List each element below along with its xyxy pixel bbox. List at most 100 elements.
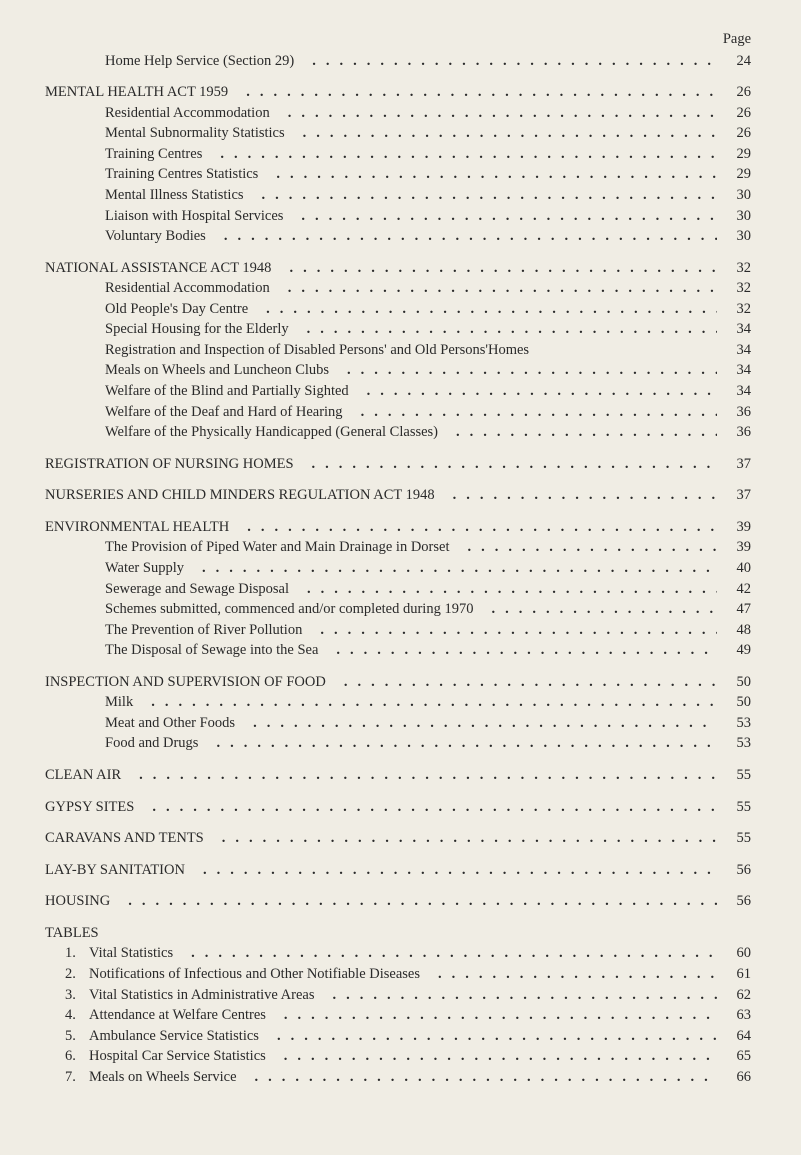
toc-entry-label: The Disposal of Sewage into the Sea: [105, 641, 318, 661]
toc-sub-row: Meals on Wheels and Luncheon Clubs......…: [45, 361, 751, 381]
toc-entry-page: 30: [717, 207, 751, 227]
toc-sub-row: Meat and Other Foods....................…: [45, 714, 751, 734]
page-header: Page: [45, 30, 751, 50]
toc-section-row: GYPSY SITES.............................…: [45, 798, 751, 818]
toc-leader-dots: ........................................…: [349, 382, 717, 402]
toc-entry-label: 7.Meals on Wheels Service: [65, 1068, 237, 1088]
toc-sub-row: Water Supply............................…: [45, 559, 751, 579]
toc-entry-label: CLEAN AIR: [45, 766, 121, 786]
toc-entry-label: Welfare of the Deaf and Hard of Hearing: [105, 403, 343, 423]
toc-sub-row: Home Help Service (Section 29)..........…: [45, 52, 751, 72]
toc-leader-dots: ........................................…: [435, 486, 717, 506]
toc-entry-number: 7.: [65, 1068, 89, 1088]
toc-entry-page: 26: [717, 124, 751, 144]
toc-entry-page: 39: [717, 518, 751, 538]
toc-leader-dots: ........................................…: [202, 145, 717, 165]
toc-leader-dots: ........................................…: [110, 892, 717, 912]
toc-entry-page: 47: [717, 600, 751, 620]
toc-entry-page: 56: [717, 892, 751, 912]
toc-entry-label: Residential Accommodation: [105, 279, 270, 299]
toc-sub-row: Training Centres........................…: [45, 145, 751, 165]
toc-leader-dots: ........................................…: [343, 403, 717, 423]
toc-sub-row: Special Housing for the Elderly.........…: [45, 320, 751, 340]
toc-numbered-row: 2.Notifications of Infectious and Other …: [45, 965, 751, 985]
toc-entry-page: 29: [717, 145, 751, 165]
toc-entry-page: 53: [717, 734, 751, 754]
toc-entry-label: The Prevention of River Pollution: [105, 621, 302, 641]
toc-entry-page: 64: [717, 1027, 751, 1047]
toc-numbered-row: 4.Attendance at Welfare Centres.........…: [45, 1006, 751, 1026]
toc-leader-dots: ........................................…: [206, 227, 717, 247]
toc-sub-row: Voluntary Bodies........................…: [45, 227, 751, 247]
toc-entry-label: Welfare of the Physically Handicapped (G…: [105, 423, 438, 443]
toc-entry-page: 50: [717, 673, 751, 693]
toc-leader-dots: ........................................…: [258, 165, 717, 185]
toc-leader-dots: ........................................…: [173, 944, 717, 964]
toc-leader-dots: ........................................…: [270, 104, 717, 124]
toc-entry-page: 34: [717, 341, 751, 361]
toc-leader-dots: ........................................…: [314, 986, 717, 1006]
toc-entry-page: 36: [717, 423, 751, 443]
toc-entry-page: 55: [717, 798, 751, 818]
toc-entry-label: NURSERIES AND CHILD MINDERS REGULATION A…: [45, 486, 435, 506]
toc-sub-row: Mental Subnormality Statistics..........…: [45, 124, 751, 144]
toc-entry-label: Meals on Wheels and Luncheon Clubs: [105, 361, 329, 381]
toc-leader-dots: ........................................…: [318, 641, 717, 661]
toc-entry-label: Sewerage and Sewage Disposal: [105, 580, 289, 600]
toc-entry-page: 61: [717, 965, 751, 985]
toc-section-row: CARAVANS AND TENTS......................…: [45, 829, 751, 849]
toc-sub-row: Liaison with Hospital Services..........…: [45, 207, 751, 227]
toc-section-row: NATIONAL ASSISTANCE ACT 1948............…: [45, 259, 751, 279]
toc-leader-dots: ........................................…: [259, 1027, 717, 1047]
toc-sub-row: The Provision of Piped Water and Main Dr…: [45, 538, 751, 558]
toc-entry-label: Old People's Day Centre: [105, 300, 248, 320]
toc-section-row: REGISTRATION OF NURSING HOMES...........…: [45, 455, 751, 475]
toc-entry-number: 5.: [65, 1027, 89, 1047]
toc-sub-row: Mental Illness Statistics...............…: [45, 186, 751, 206]
toc-entry-page: 53: [717, 714, 751, 734]
toc-leader-dots: ........................................…: [289, 320, 717, 340]
toc-leader-dots: ........................................…: [185, 861, 717, 881]
toc-numbered-row: 1.Vital Statistics......................…: [45, 944, 751, 964]
toc-sub-row: Old People's Day Centre.................…: [45, 300, 751, 320]
toc-section-row: HOUSING.................................…: [45, 892, 751, 912]
toc-entry-label: 1.Vital Statistics: [65, 944, 173, 964]
toc-leader-dots: ........................................…: [133, 693, 717, 713]
toc-leader-dots: ........................................…: [326, 673, 717, 693]
toc-entry-page: 34: [717, 382, 751, 402]
toc-entry-page: 48: [717, 621, 751, 641]
toc-leader-dots: ........................................…: [228, 83, 717, 103]
toc-entry-label: INSPECTION AND SUPERVISION OF FOOD: [45, 673, 326, 693]
toc-leader-dots: ........................................…: [134, 798, 717, 818]
toc-sub-row: The Prevention of River Pollution.......…: [45, 621, 751, 641]
toc-entry-page: 34: [717, 361, 751, 381]
toc-entry-number: 3.: [65, 986, 89, 1006]
toc-entry-label: Food and Drugs: [105, 734, 198, 754]
toc-entry-page: 24: [717, 52, 751, 72]
toc-entry-label: 4.Attendance at Welfare Centres: [65, 1006, 266, 1026]
toc-entry-label: 3.Vital Statistics in Administrative Are…: [65, 986, 314, 1006]
toc-sub-row: Milk....................................…: [45, 693, 751, 713]
toc-entry-page: 63: [717, 1006, 751, 1026]
toc-sub-row: Residential Accommodation...............…: [45, 279, 751, 299]
toc-entry-label: CARAVANS AND TENTS: [45, 829, 204, 849]
toc-leader-dots: ........................................…: [449, 538, 717, 558]
toc-entry-label: Liaison with Hospital Services: [105, 207, 283, 227]
toc-leader-dots: ........................................…: [294, 52, 717, 72]
toc-entry-label: ENVIRONMENTAL HEALTH: [45, 518, 229, 538]
toc-entry-page: 37: [717, 455, 751, 475]
toc-entry-label: Registration and Inspection of Disabled …: [105, 341, 529, 361]
toc-leader-dots: ........................................…: [266, 1047, 717, 1067]
toc-entry-label: Special Housing for the Elderly: [105, 320, 289, 340]
toc-entry-number: 4.: [65, 1006, 89, 1026]
toc-leader-dots: ........................................…: [473, 600, 717, 620]
toc-sub-row: The Disposal of Sewage into the Sea.....…: [45, 641, 751, 661]
toc-entry-page: 56: [717, 861, 751, 881]
toc-body: Home Help Service (Section 29)..........…: [45, 52, 751, 1088]
page-label: Page: [723, 31, 751, 47]
toc-leader-dots: ........................................…: [235, 714, 717, 734]
toc-entry-page: 40: [717, 559, 751, 579]
toc-sub-row: Welfare of the Physically Handicapped (G…: [45, 423, 751, 443]
toc-entry-page: 30: [717, 227, 751, 247]
toc-entry-label: Welfare of the Blind and Partially Sight…: [105, 382, 349, 402]
